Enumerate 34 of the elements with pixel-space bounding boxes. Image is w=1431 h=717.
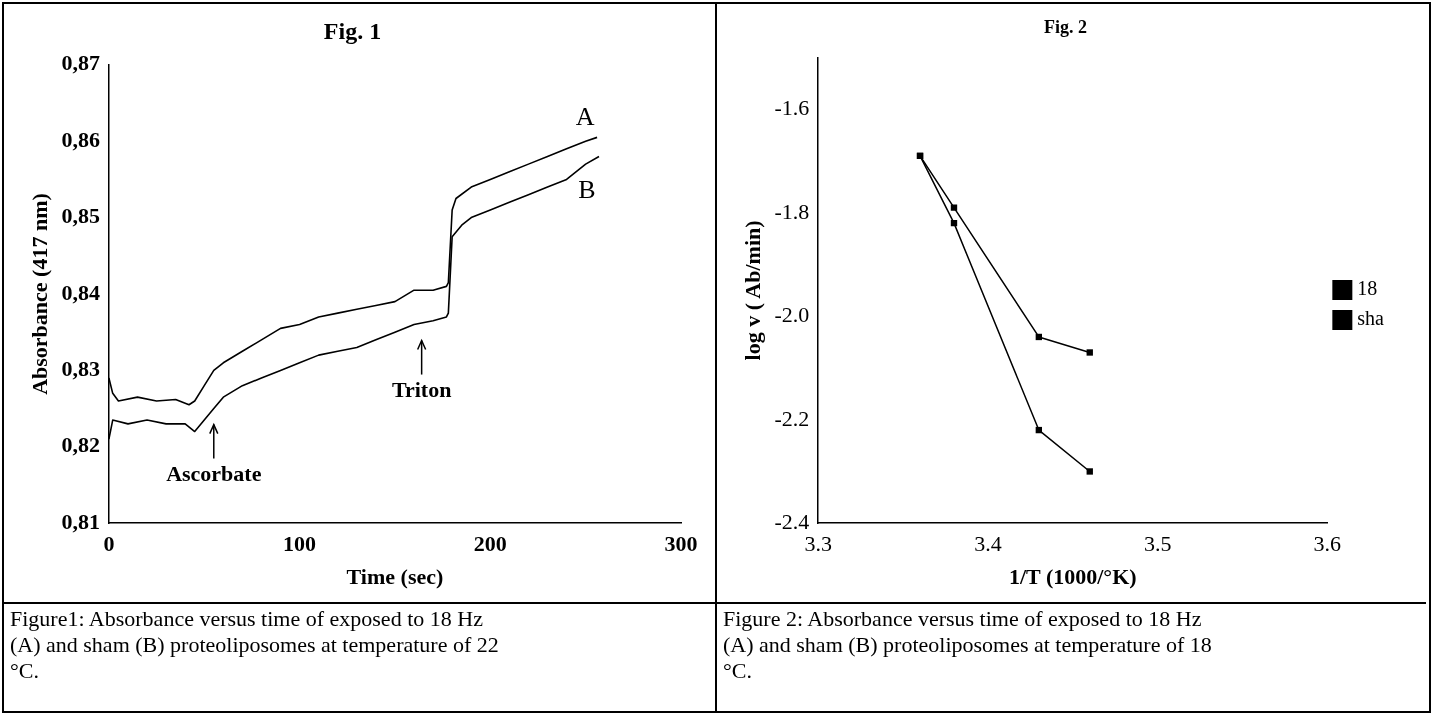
y-tick-label: 0,83 <box>61 356 100 382</box>
x-tick-label: 0 <box>103 531 115 557</box>
legend-label: 18 <box>1357 277 1378 300</box>
y-tick-label: -1.8 <box>774 198 810 224</box>
x-tick-label: 200 <box>473 531 507 557</box>
y-axis-title: Absorbance (417 nm) <box>26 193 52 395</box>
x-tick-label: 3.4 <box>974 531 1002 557</box>
y-tick-label: 0,82 <box>61 432 100 458</box>
annotation: Ascorbate <box>166 461 262 487</box>
chart-title: Fig. 2 <box>1044 17 1087 38</box>
annotation: Triton <box>391 377 452 403</box>
x-tick-label: 100 <box>283 531 317 557</box>
y-tick-label: -2.4 <box>774 508 810 534</box>
x-tick-label: 3.3 <box>804 531 832 557</box>
y-tick-label: 0,86 <box>61 126 100 152</box>
y-tick-label: 0,84 <box>61 279 100 305</box>
chart-title: Fig. 1 <box>323 17 382 44</box>
x-axis-title: 1/T (1000/°K) <box>1008 564 1137 590</box>
series-label: B <box>578 175 596 205</box>
caption: Figure1: Absorbance versus time of exposed to 18 Hz (A) and sham (B) proteoliposomes at temperature of 22 °C. <box>9 605 500 685</box>
y-tick-label: -2.2 <box>774 405 810 431</box>
y-tick-label: 0,81 <box>61 508 100 534</box>
legend-label: sha <box>1357 307 1385 330</box>
x-tick-label: 3.5 <box>1143 531 1172 557</box>
y-tick-label: 0,85 <box>61 203 100 229</box>
y-tick-label: 0,87 <box>61 50 100 76</box>
y-tick-label: -1.6 <box>774 95 810 121</box>
x-axis-title: Time (sec) <box>346 564 444 590</box>
x-tick-label: 300 <box>664 531 698 557</box>
series-label: A <box>575 102 595 132</box>
y-tick-label: -2.0 <box>774 302 810 328</box>
x-tick-label: 3.6 <box>1313 531 1342 557</box>
y-axis-title: log v ( Ab/min) <box>739 220 765 361</box>
caption: Figure 2: Absorbance versus time of exposed to 18 Hz (A) and sham (B) proteoliposomes at temperature of 18 °C. <box>722 605 1213 685</box>
